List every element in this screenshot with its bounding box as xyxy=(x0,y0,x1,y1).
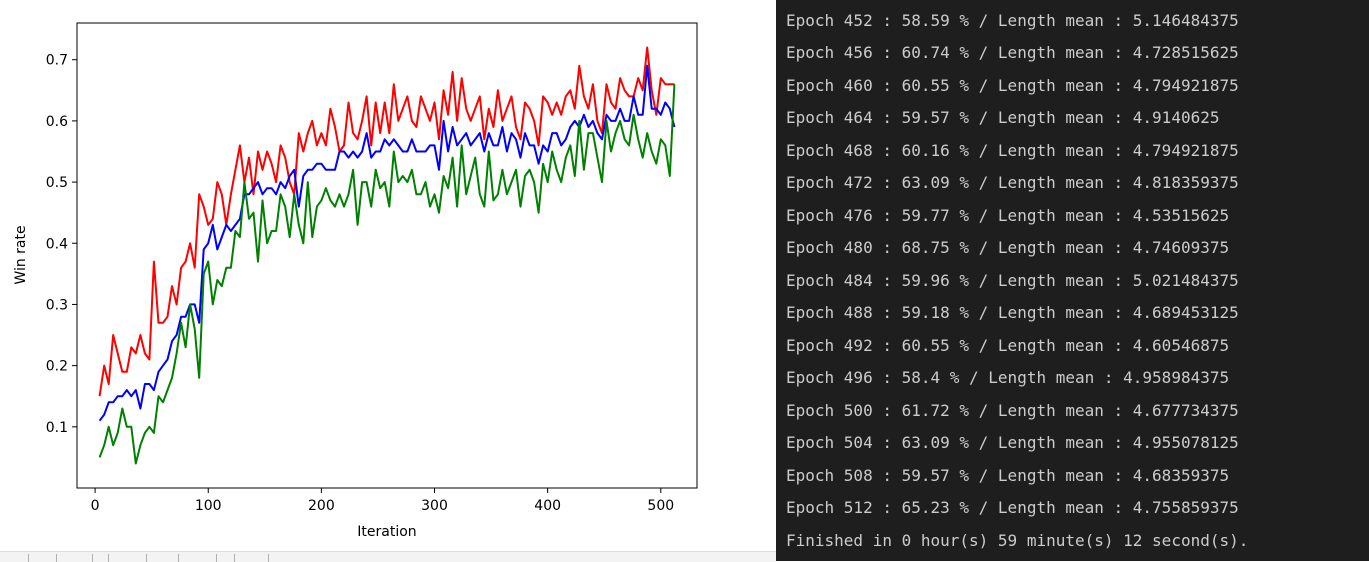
console-line: Epoch 452 : 58.59 % / Length mean : 5.14… xyxy=(786,11,1239,30)
y-tick-label: 0.1 xyxy=(46,420,68,436)
console-line: Epoch 472 : 63.09 % / Length mean : 4.81… xyxy=(786,173,1239,192)
console-line: Epoch 492 : 60.55 % / Length mean : 4.60… xyxy=(786,336,1230,355)
console-line: Epoch 504 : 63.09 % / Length mean : 4.95… xyxy=(786,433,1239,452)
y-tick-label: 0.3 xyxy=(46,297,68,313)
x-tick-label: 400 xyxy=(534,498,561,514)
strip-divider xyxy=(268,554,269,562)
y-tick-label: 0.4 xyxy=(46,236,68,252)
y-axis: 0.1 0.2 0.3 0.4 0.5 0.6 0.7 xyxy=(46,53,77,436)
strip-divider xyxy=(56,554,57,562)
x-tick-label: 500 xyxy=(647,498,674,514)
terminal-output: Epoch 452 : 58.59 % / Length mean : 5.14… xyxy=(776,0,1369,561)
strip-divider xyxy=(146,554,147,562)
strip-divider xyxy=(92,554,93,562)
console-line: Epoch 508 : 59.57 % / Length mean : 4.68… xyxy=(786,466,1230,485)
console-line: Finished in 0 hour(s) 59 minute(s) 12 se… xyxy=(786,531,1249,550)
console-line: Epoch 484 : 59.96 % / Length mean : 5.02… xyxy=(786,271,1239,290)
y-axis-label: Win rate xyxy=(13,225,29,284)
x-axis-label: Iteration xyxy=(357,524,416,540)
console-line: Epoch 496 : 58.4 % / Length mean : 4.958… xyxy=(786,368,1230,387)
series-layer xyxy=(98,46,676,465)
win-rate-chart: 0 100 200 300 400 500 0.1 0.2 0.3 0.4 0.5 0.6 0.7 I… xyxy=(13,22,698,540)
strip-divider xyxy=(108,554,109,562)
strip-divider xyxy=(28,554,29,562)
console-line: Epoch 460 : 60.55 % / Length mean : 4.79… xyxy=(786,76,1239,95)
series-line-1 xyxy=(98,46,675,397)
console-line: Epoch 464 : 59.57 % / Length mean : 4.91… xyxy=(786,108,1220,127)
series-line-3 xyxy=(98,84,676,465)
console-line: Epoch 480 : 68.75 % / Length mean : 4.74… xyxy=(786,238,1230,257)
y-tick-label: 0.2 xyxy=(46,359,68,375)
console-line: Epoch 500 : 61.72 % / Length mean : 4.67… xyxy=(786,401,1239,420)
y-tick-label: 0.7 xyxy=(46,53,68,69)
console-line: Epoch 512 : 65.23 % / Length mean : 4.75… xyxy=(786,498,1239,517)
chart-panel: 0 100 200 300 400 500 0.1 0.2 0.3 0.4 0.5 0.6 0.7 I… xyxy=(0,22,776,562)
console-line: Epoch 468 : 60.16 % / Length mean : 4.79… xyxy=(786,141,1239,160)
strip-divider xyxy=(216,554,217,562)
x-tick-label: 200 xyxy=(308,498,335,514)
y-tick-label: 0.6 xyxy=(46,114,68,130)
x-tick-label: 100 xyxy=(195,498,222,514)
plot-frame xyxy=(76,22,698,489)
x-tick-label: 0 xyxy=(91,498,100,514)
console-line: Epoch 488 : 59.18 % / Length mean : 4.68… xyxy=(786,303,1239,322)
console-line: Epoch 456 : 60.74 % / Length mean : 4.72… xyxy=(786,43,1239,62)
strip-divider xyxy=(178,554,179,562)
x-tick-label: 300 xyxy=(421,498,448,514)
x-axis: 0 100 200 300 400 500 xyxy=(91,488,674,514)
console-line: Epoch 476 : 59.77 % / Length mean : 4.53… xyxy=(786,206,1230,225)
bottom-toolbar-strip xyxy=(0,551,776,562)
y-tick-label: 0.5 xyxy=(46,175,68,191)
strip-divider xyxy=(234,554,235,562)
